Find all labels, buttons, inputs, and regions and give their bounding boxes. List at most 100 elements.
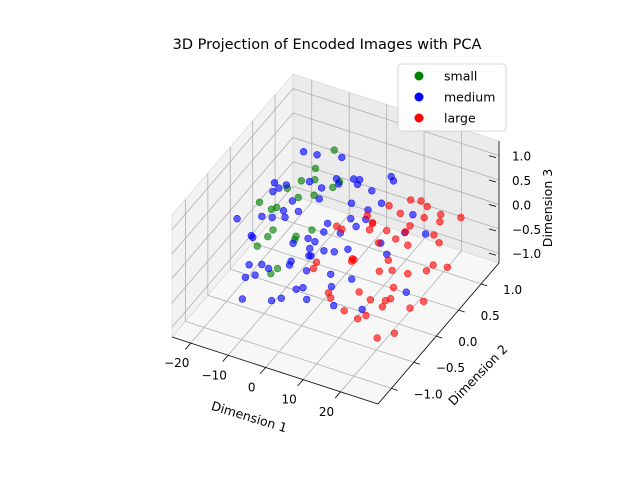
z-gridline-back bbox=[292, 88, 500, 157]
point-medium bbox=[303, 295, 311, 304]
point-large bbox=[404, 270, 412, 278]
point-medium bbox=[422, 230, 430, 238]
series-large bbox=[309, 196, 465, 342]
legend-marker-medium bbox=[414, 92, 424, 102]
point-large bbox=[443, 263, 452, 271]
point-medium bbox=[313, 151, 321, 159]
point-medium bbox=[258, 212, 266, 221]
x-tick-label: 20 bbox=[319, 405, 334, 419]
point-medium bbox=[377, 199, 386, 207]
point-medium bbox=[338, 153, 346, 162]
point-small bbox=[253, 242, 261, 250]
point-large bbox=[406, 304, 414, 312]
point-large bbox=[333, 222, 341, 230]
point-medium bbox=[249, 233, 257, 242]
legend-label-medium: medium bbox=[444, 90, 495, 105]
point-medium bbox=[306, 244, 314, 253]
point-small bbox=[269, 226, 277, 234]
point-medium bbox=[258, 260, 266, 269]
point-medium bbox=[358, 305, 366, 314]
point-large bbox=[389, 283, 398, 292]
point-medium bbox=[264, 264, 273, 273]
point-medium bbox=[238, 295, 247, 303]
point-medium bbox=[233, 215, 241, 223]
point-medium bbox=[307, 252, 315, 260]
point-medium bbox=[317, 184, 326, 192]
point-large bbox=[420, 213, 428, 222]
z-tick-label: 0.0 bbox=[512, 198, 531, 212]
y-tick-mark bbox=[413, 361, 420, 365]
y-gridline bbox=[207, 294, 414, 363]
x-tick-mark bbox=[222, 355, 229, 362]
scatter-points bbox=[233, 146, 465, 342]
point-medium bbox=[330, 248, 338, 256]
tick-marks bbox=[184, 155, 497, 399]
legend-marker-large bbox=[414, 113, 424, 123]
z-tick-label: −1.0 bbox=[512, 247, 541, 261]
point-large bbox=[362, 311, 370, 320]
point-medium bbox=[302, 267, 311, 275]
point-large bbox=[368, 219, 377, 228]
point-small bbox=[311, 164, 320, 173]
point-large bbox=[366, 296, 375, 304]
point-medium bbox=[241, 273, 250, 282]
point-medium bbox=[287, 257, 295, 265]
y-tick-mark bbox=[480, 283, 488, 287]
x-gridline bbox=[265, 226, 387, 368]
point-medium bbox=[305, 177, 314, 186]
x-gridline bbox=[190, 201, 313, 344]
point-large bbox=[378, 303, 387, 311]
point-large bbox=[419, 297, 428, 306]
point-large bbox=[354, 315, 362, 323]
legend-marker-small bbox=[414, 71, 424, 81]
point-medium bbox=[327, 282, 336, 291]
point-medium bbox=[327, 270, 335, 278]
point-large bbox=[355, 288, 363, 296]
point-large bbox=[437, 210, 445, 219]
x-tick-mark bbox=[334, 391, 341, 399]
point-medium bbox=[304, 234, 312, 243]
point-large bbox=[363, 211, 371, 220]
x-tick-label: 0 bbox=[248, 380, 256, 394]
z-gridline-back bbox=[292, 137, 500, 205]
legend-label-small: small bbox=[444, 69, 477, 84]
y-tick-label: −1.0 bbox=[413, 387, 442, 401]
point-small bbox=[297, 177, 306, 185]
point-large bbox=[373, 334, 381, 342]
point-medium bbox=[347, 199, 356, 207]
y-gridline bbox=[185, 320, 392, 389]
point-medium bbox=[267, 296, 276, 305]
point-large bbox=[430, 231, 438, 239]
z-gridline-side bbox=[171, 112, 294, 255]
point-large bbox=[374, 239, 383, 247]
point-medium bbox=[268, 213, 276, 222]
point-medium bbox=[288, 197, 297, 205]
point-large bbox=[404, 241, 412, 249]
point-small bbox=[330, 146, 338, 154]
point-medium bbox=[402, 288, 410, 296]
point-large bbox=[309, 264, 318, 273]
y-tick-label: 1.0 bbox=[503, 283, 522, 297]
point-medium bbox=[269, 187, 277, 196]
point-medium bbox=[352, 222, 360, 231]
point-small bbox=[310, 191, 318, 199]
y-tick-mark bbox=[436, 335, 443, 339]
x-axis-line bbox=[171, 336, 379, 405]
point-large bbox=[365, 226, 374, 234]
z-tick-label: 1.0 bbox=[512, 150, 531, 164]
point-medium bbox=[299, 284, 307, 292]
z-gridline-side bbox=[171, 137, 294, 279]
point-large bbox=[407, 196, 415, 204]
z-tick-mark bbox=[488, 252, 497, 256]
point-medium bbox=[330, 301, 338, 310]
point-medium bbox=[277, 294, 285, 302]
point-small bbox=[267, 205, 276, 214]
point-large bbox=[417, 197, 425, 205]
point-large bbox=[324, 289, 333, 297]
point-small bbox=[273, 264, 282, 273]
tick-labels: −20−1001020−1.0−0.50.00.51.0−1.0−0.50.00… bbox=[164, 150, 541, 419]
x-tick-label: −10 bbox=[202, 368, 227, 382]
point-large bbox=[436, 218, 444, 226]
z-gridline-back bbox=[292, 161, 500, 230]
